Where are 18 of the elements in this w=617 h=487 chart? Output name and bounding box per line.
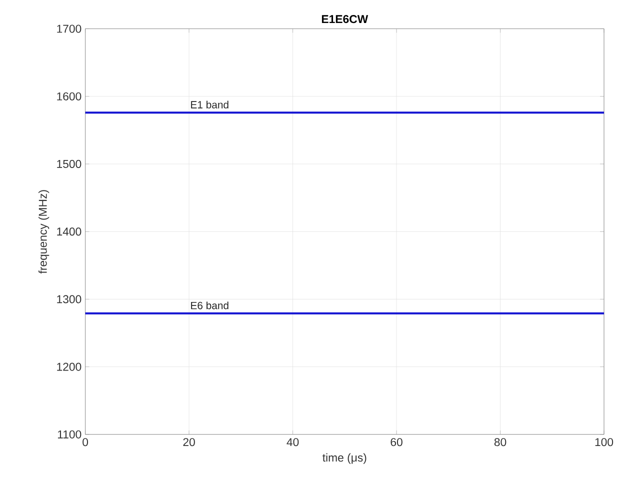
annotation: E1 band <box>191 100 228 108</box>
y-tick-label: 1500 <box>57 160 82 168</box>
y-tick-label: 1200 <box>57 362 82 371</box>
y-tick-label: 1400 <box>57 228 82 236</box>
x-axis-title: time (μs) <box>322 453 366 464</box>
x-tick-label: 40 <box>286 438 299 446</box>
y-tick-label: 1100 <box>58 430 82 438</box>
x-tick-label: 100 <box>595 438 614 446</box>
chart-title: E1E6CW <box>322 15 368 24</box>
x-tick-label: 0 <box>82 438 88 446</box>
y-tick-label: 1300 <box>57 295 82 304</box>
y-axis-title: frequency (MHz) <box>38 190 50 274</box>
x-tick-label: 60 <box>390 438 402 446</box>
y-tick-label: 1700 <box>57 24 82 33</box>
y-tick-label: 1600 <box>57 92 82 100</box>
annotation: E6 band <box>191 302 228 310</box>
x-tick-label: 20 <box>183 438 195 446</box>
x-tick-label: 80 <box>494 438 506 446</box>
